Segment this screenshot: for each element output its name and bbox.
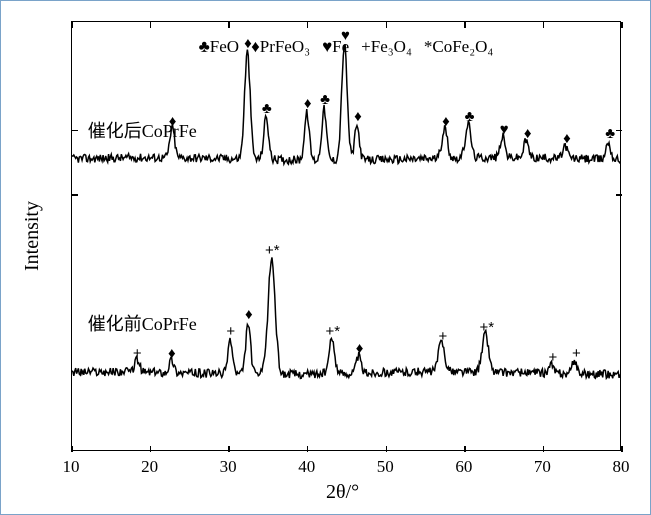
x-tick xyxy=(228,446,230,452)
x-tick xyxy=(464,22,466,28)
x-tick-label: 10 xyxy=(63,457,80,477)
x-tick-label: 80 xyxy=(613,457,630,477)
peak-marker: ♣ xyxy=(605,126,615,141)
peak-marker: +* xyxy=(480,320,495,335)
x-tick xyxy=(621,446,623,452)
x-tick xyxy=(307,446,309,452)
x-tick-label: 30 xyxy=(220,457,237,477)
xrd-trace xyxy=(72,44,620,164)
peak-marker: ♦ xyxy=(563,131,571,146)
plot-area: ♣FeO♦PrFeO₃♥Fe+Fe₃O₄*CoFe₂O₄ 催化后CoPrFe♦♦… xyxy=(71,21,621,451)
x-tick xyxy=(543,22,545,28)
x-axis-label: 2θ/° xyxy=(326,481,359,504)
trace-label: 催化后CoPrFe xyxy=(88,117,197,143)
y-tick xyxy=(72,194,78,196)
peak-marker: ♥ xyxy=(500,122,509,137)
x-tick xyxy=(386,446,388,452)
y-axis-label: Intensity xyxy=(21,201,44,271)
peak-marker: ♦ xyxy=(244,36,252,51)
peak-marker: + xyxy=(226,324,235,339)
xrd-chart: ♣FeO♦PrFeO₃♥Fe+Fe₃O₄*CoFe₂O₄ 催化后CoPrFe♦♦… xyxy=(0,0,651,515)
peak-marker: ♦ xyxy=(356,341,364,356)
y-tick xyxy=(616,130,622,132)
peak-marker: + xyxy=(572,346,581,361)
x-tick xyxy=(71,22,73,28)
x-tick-label: 50 xyxy=(377,457,394,477)
x-tick-label: 60 xyxy=(455,457,472,477)
peak-marker: ♦ xyxy=(304,96,312,111)
peak-marker: ♦ xyxy=(524,126,532,141)
x-tick xyxy=(228,22,230,28)
peak-marker: + xyxy=(548,350,557,365)
x-tick xyxy=(71,446,73,452)
x-tick xyxy=(543,446,545,452)
peak-marker: +* xyxy=(326,324,341,339)
x-tick xyxy=(386,22,388,28)
plot-svg xyxy=(72,22,620,450)
peak-marker: ♦ xyxy=(354,109,362,124)
peak-marker: ♥ xyxy=(341,28,350,43)
peak-marker: ♣ xyxy=(320,92,330,107)
peak-marker: +* xyxy=(265,243,280,258)
y-tick xyxy=(72,130,78,132)
peak-marker: ♦ xyxy=(245,307,253,322)
x-tick xyxy=(150,446,152,452)
x-tick xyxy=(464,446,466,452)
x-tick xyxy=(621,22,623,28)
peak-marker: + xyxy=(133,346,142,361)
trace-label: 催化前CoPrFe xyxy=(88,310,197,336)
peak-marker: ♦ xyxy=(442,114,450,129)
y-tick xyxy=(616,194,622,196)
x-tick-label: 20 xyxy=(141,457,158,477)
x-tick-label: 40 xyxy=(298,457,315,477)
peak-marker: ♦ xyxy=(168,346,176,361)
peak-marker: ♣ xyxy=(465,109,475,124)
x-tick-label: 70 xyxy=(534,457,551,477)
peak-marker: ♣ xyxy=(262,101,272,116)
peak-marker: ♦ xyxy=(169,114,177,129)
peak-marker: + xyxy=(438,329,447,344)
x-tick xyxy=(307,22,309,28)
x-tick xyxy=(150,22,152,28)
